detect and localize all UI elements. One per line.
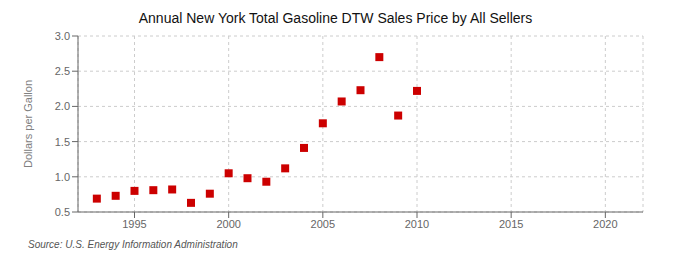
svg-text:2020: 2020 <box>593 218 617 230</box>
svg-text:2.0: 2.0 <box>55 100 70 112</box>
svg-text:1.0: 1.0 <box>55 171 70 183</box>
svg-text:2.5: 2.5 <box>55 65 70 77</box>
html-text:Source: U.S. Energy Informatio: Source: U.S. Energy Information Administ… <box>28 239 238 250</box>
svg-text:1995: 1995 <box>122 218 146 230</box>
svg-text:2015: 2015 <box>499 218 523 230</box>
svg-text:3.0: 3.0 <box>55 30 70 42</box>
html-text:Annual New York Total Gasoline: Annual New York Total Gasoline DTW Sales… <box>138 10 533 26</box>
svg-text:2010: 2010 <box>405 218 429 230</box>
svg-text:2000: 2000 <box>216 218 240 230</box>
svg-text:Dollars per Gallon: Dollars per Gallon <box>22 80 34 168</box>
svg-text:1.5: 1.5 <box>55 136 70 148</box>
svg-text:0.5: 0.5 <box>55 206 70 218</box>
svg-text:2005: 2005 <box>311 218 335 230</box>
